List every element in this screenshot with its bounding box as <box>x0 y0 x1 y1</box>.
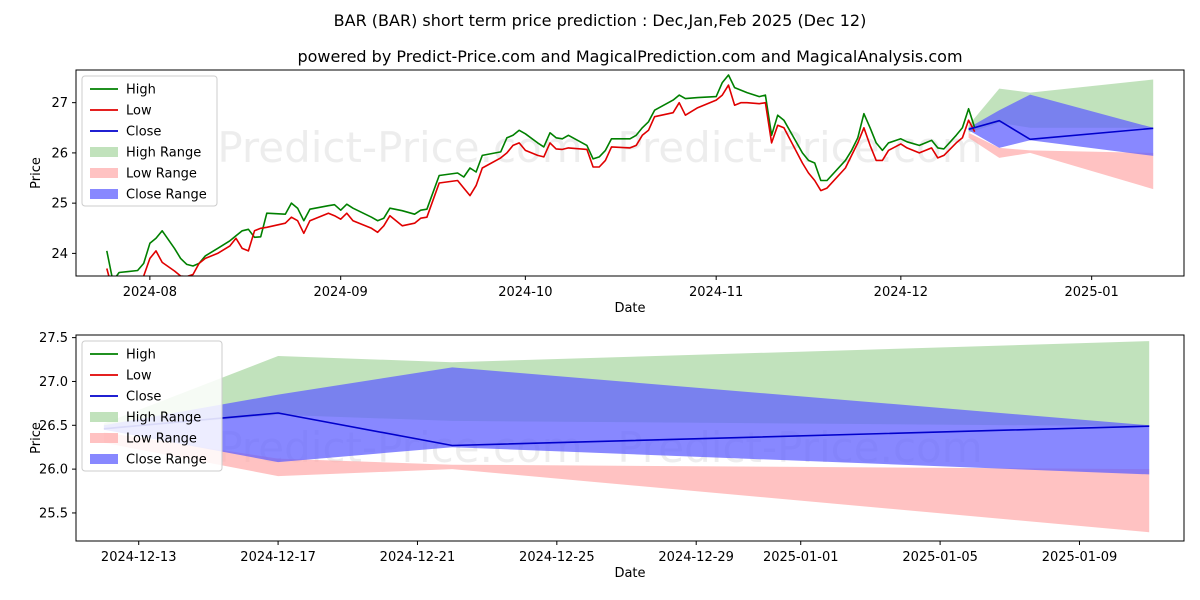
x-tick-label: 2025-01-05 <box>902 550 978 565</box>
legend-swatch-close-range <box>90 454 118 464</box>
y-tick-label: 26.0 <box>39 463 68 478</box>
y-tick-label: 25.5 <box>39 506 68 521</box>
chart-subtitle: powered by Predict-Price.com and Magical… <box>297 47 962 66</box>
forecast-panel: Predict-Price.comPredict-Price.com2024-1… <box>29 331 1185 581</box>
x-axis-label: Date <box>614 301 645 316</box>
x-tick-label: 2025-01-01 <box>763 550 839 565</box>
x-tick-label: 2024-08 <box>123 285 177 300</box>
watermark-text: Predict-Price.com <box>217 273 582 322</box>
legend-label: High Range <box>126 411 201 426</box>
x-tick-label: 2024-11 <box>689 285 743 300</box>
y-tick-label: 24 <box>51 247 68 262</box>
close-range-band <box>103 367 1150 475</box>
close-series-line <box>968 119 1154 141</box>
legend-label: Close <box>126 390 161 405</box>
close-range-band <box>968 94 1154 156</box>
x-tick-label: 2024-12-29 <box>658 550 734 565</box>
legend: High Low Close High Range Low Range Close Ran… <box>81 340 223 472</box>
legend-label: High Range <box>126 146 201 161</box>
legend-swatch-close-range <box>90 189 118 199</box>
x-tick-label: 2025-01 <box>1065 285 1119 300</box>
legend-label: Low <box>126 104 152 119</box>
legend-swatch-low-range <box>90 168 118 178</box>
watermark-text: Predict-Price.com <box>217 123 582 172</box>
y-tick-label: 25 <box>51 197 68 212</box>
legend-label: Close <box>126 125 161 140</box>
low-range-band <box>103 432 1150 533</box>
x-tick-label: 2024-12-21 <box>380 550 456 565</box>
x-axis-label: Date <box>614 566 645 581</box>
chart-title: BAR (BAR) short term price prediction : … <box>334 11 867 30</box>
x-tick-label: 2024-10 <box>498 285 552 300</box>
legend-label: High <box>126 348 156 363</box>
legend-label: Low Range <box>126 432 197 447</box>
legend-label: High <box>126 83 156 98</box>
legend-swatch-low-range <box>90 433 118 443</box>
legend-label: Low <box>126 369 152 384</box>
high-series-line <box>106 74 976 276</box>
history-panel: Predict-Price.com Predict-Price.com Predic… <box>29 69 1185 322</box>
y-tick-label: 26 <box>51 146 68 161</box>
y-axis-label: Price <box>29 422 44 454</box>
legend-label: Low Range <box>126 167 197 182</box>
watermark-text: Predict-Price.com <box>617 273 982 322</box>
x-tick-label: 2024-12-25 <box>519 550 595 565</box>
y-axis-label: Price <box>29 157 44 189</box>
legend-swatch-high-range <box>90 412 118 422</box>
legend: High Low Close High Range Low Range Close Ran… <box>81 75 218 207</box>
y-tick-label: 26.5 <box>39 419 68 434</box>
x-tick-label: 2024-09 <box>314 285 368 300</box>
legend-label: Close Range <box>126 188 207 203</box>
legend-label: Close Range <box>126 453 207 468</box>
x-tick-label: 2024-12-13 <box>101 550 177 565</box>
y-tick-label: 27.5 <box>39 331 68 346</box>
x-tick-label: 2024-12 <box>874 285 928 300</box>
x-tick-label: 2024-12-17 <box>240 550 316 565</box>
y-tick-label: 27 <box>51 96 68 111</box>
x-tick-label: 2025-01-09 <box>1042 550 1118 565</box>
y-tick-label: 27.0 <box>39 375 68 390</box>
plot-frame <box>75 334 1185 542</box>
low-series-line <box>106 84 976 276</box>
plot-frame <box>75 69 1185 277</box>
legend-swatch-high-range <box>90 147 118 157</box>
low-range-band <box>968 132 1154 190</box>
